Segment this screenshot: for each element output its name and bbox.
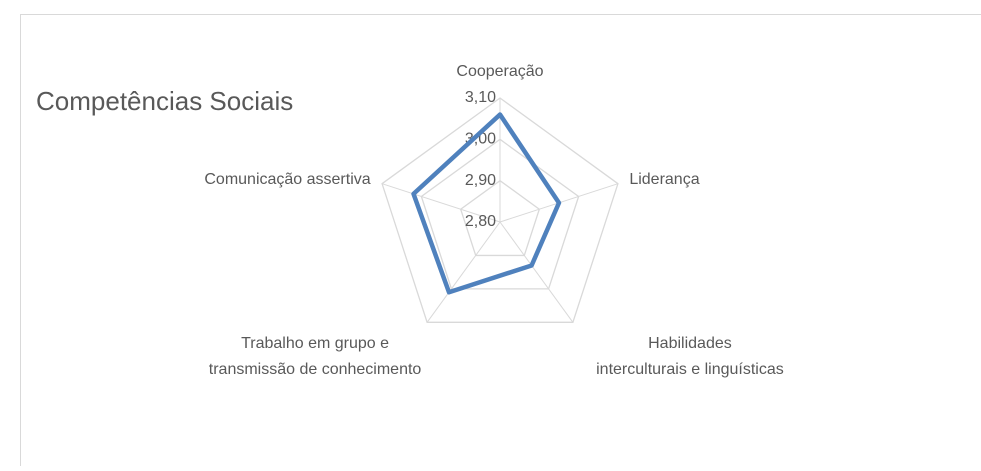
y-tick-label: 3,10 [465, 89, 496, 106]
category-label: Comunicação assertiva [204, 171, 370, 188]
y-tick-label: 2,80 [465, 213, 496, 230]
chart-title: Competências Sociais [36, 86, 293, 116]
y-tick-label: 2,90 [465, 172, 496, 189]
chart-frame [21, 15, 981, 467]
category-label: Liderança [629, 171, 699, 188]
category-label: Cooperação [456, 63, 543, 80]
